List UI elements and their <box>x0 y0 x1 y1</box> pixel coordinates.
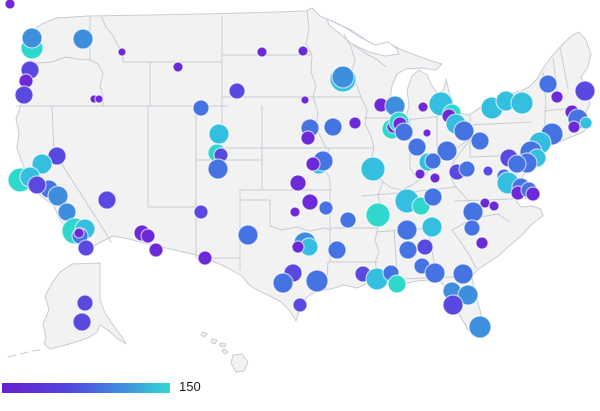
data-bubble[interactable] <box>207 158 229 180</box>
colorbar-gradient <box>2 383 170 393</box>
data-bubble[interactable] <box>193 204 209 220</box>
data-bubble[interactable] <box>21 27 43 49</box>
data-bubble[interactable] <box>468 315 492 339</box>
data-bubble[interactable] <box>396 219 418 241</box>
data-bubble[interactable] <box>365 202 391 228</box>
data-bubble[interactable] <box>567 120 581 134</box>
data-bubble[interactable] <box>300 95 310 105</box>
data-bubble[interactable] <box>318 200 334 216</box>
data-bubble[interactable] <box>462 201 484 223</box>
data-bubble[interactable] <box>172 61 184 73</box>
data-bubble[interactable] <box>272 272 294 294</box>
data-bubble[interactable] <box>421 216 443 238</box>
data-bubble[interactable] <box>292 297 308 313</box>
data-bubble[interactable] <box>301 193 319 211</box>
data-bubble[interactable] <box>387 274 407 294</box>
data-bubble[interactable] <box>297 45 309 57</box>
data-bubble[interactable] <box>414 168 426 180</box>
data-bubble[interactable] <box>256 46 268 58</box>
data-bubble[interactable] <box>4 0 16 10</box>
data-bubble[interactable] <box>197 250 213 266</box>
data-bubble[interactable] <box>574 80 596 102</box>
data-bubble[interactable] <box>228 82 246 100</box>
hawaii-islands <box>200 331 249 373</box>
data-bubble[interactable] <box>289 206 301 218</box>
data-bubble[interactable] <box>550 90 564 104</box>
data-bubble[interactable] <box>423 187 443 207</box>
us-states-layer <box>7 7 593 373</box>
data-bubble[interactable] <box>457 284 479 306</box>
data-bubble[interactable] <box>27 175 47 195</box>
data-bubble[interactable] <box>331 65 355 89</box>
data-bubble[interactable] <box>488 200 500 212</box>
data-bubble[interactable] <box>398 240 418 260</box>
data-bubble[interactable] <box>237 224 259 246</box>
data-bubble[interactable] <box>148 242 164 258</box>
data-bubble[interactable] <box>14 85 34 105</box>
data-bubble[interactable] <box>463 219 481 237</box>
data-bubble[interactable] <box>452 263 474 285</box>
data-bubble[interactable] <box>538 74 558 94</box>
data-bubble[interactable] <box>72 28 94 50</box>
data-bubble[interactable] <box>289 174 307 192</box>
data-bubble[interactable] <box>510 91 534 115</box>
data-bubble[interactable] <box>525 186 541 202</box>
data-bubble[interactable] <box>291 240 305 254</box>
data-bubble[interactable] <box>482 165 494 177</box>
data-bubble[interactable] <box>442 294 464 316</box>
data-bubble[interactable] <box>76 294 94 312</box>
data-bubble[interactable] <box>407 137 427 157</box>
data-bubble[interactable] <box>327 240 347 260</box>
data-bubble[interactable] <box>305 156 321 172</box>
data-bubble[interactable] <box>339 211 357 229</box>
data-bubble[interactable] <box>31 153 53 175</box>
data-bubble[interactable] <box>436 140 458 162</box>
data-bubble[interactable] <box>429 172 441 184</box>
data-bubble[interactable] <box>117 47 127 57</box>
data-bubble[interactable] <box>348 116 362 130</box>
data-bubble[interactable] <box>453 120 475 142</box>
data-bubble[interactable] <box>579 116 593 130</box>
data-bubble[interactable] <box>458 160 476 178</box>
data-bubble[interactable] <box>416 238 434 256</box>
bubble-layer[interactable] <box>4 0 596 339</box>
data-bubble[interactable] <box>192 99 210 117</box>
colorbar-max-label: 150 <box>179 379 201 394</box>
data-bubble[interactable] <box>97 190 117 210</box>
data-bubble[interactable] <box>140 228 156 244</box>
data-bubble[interactable] <box>300 130 316 146</box>
data-bubble[interactable] <box>417 101 429 113</box>
data-bubble[interactable] <box>94 94 104 104</box>
data-bubble[interactable] <box>47 185 69 207</box>
data-bubble[interactable] <box>394 122 414 142</box>
data-bubble[interactable] <box>72 312 92 332</box>
data-bubble[interactable] <box>424 262 446 284</box>
data-bubble[interactable] <box>422 128 432 138</box>
aleutian-islands <box>7 349 41 358</box>
data-bubble[interactable] <box>424 152 442 170</box>
data-bubble[interactable] <box>305 269 329 293</box>
data-bubble[interactable] <box>475 236 489 250</box>
data-bubble[interactable] <box>73 227 85 239</box>
data-bubble[interactable] <box>470 131 490 151</box>
data-bubble[interactable] <box>360 156 386 182</box>
data-bubble[interactable] <box>77 239 95 257</box>
data-bubble[interactable] <box>208 123 230 145</box>
lake-superior <box>326 18 400 57</box>
data-bubble[interactable] <box>507 154 527 174</box>
data-bubble[interactable] <box>323 117 343 137</box>
